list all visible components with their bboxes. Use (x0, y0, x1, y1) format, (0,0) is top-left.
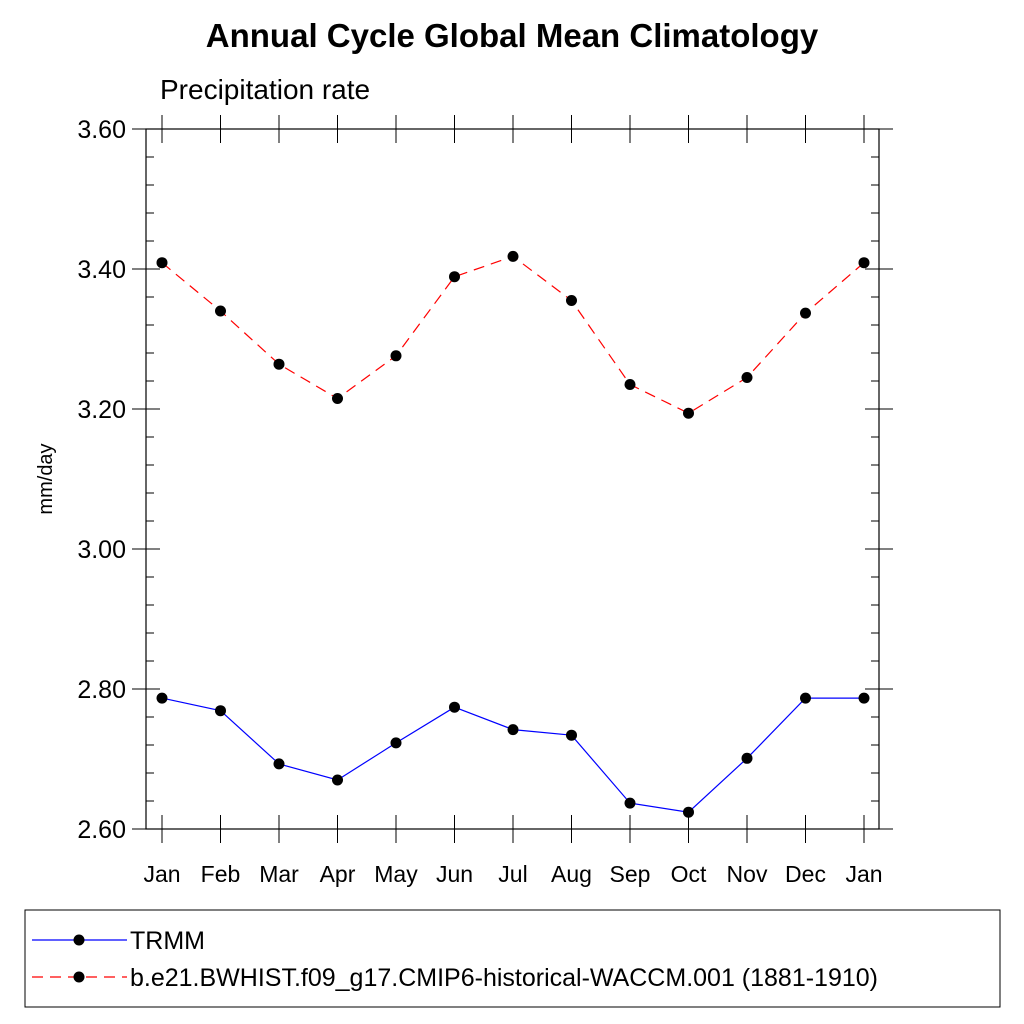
data-point (215, 305, 226, 317)
plot-frame (145, 128, 880, 830)
x-tick-labels: Jan Feb Mar Apr May Jun Jul Aug Sep Oct Nov Dec Jan (143, 861, 882, 887)
data-point (566, 729, 577, 741)
data-point (507, 724, 519, 736)
x-tick-label: Jan (845, 861, 882, 887)
y-tick-label: 3.60 (77, 116, 126, 144)
data-point (507, 250, 519, 262)
x-tick-label: Feb (201, 861, 241, 887)
legend-item-2: b.e21.BWHIST.f09_g17.CMIP6-historical-WA… (32, 964, 878, 992)
x-tick-label: Jan (143, 861, 180, 887)
x-tick-label: Dec (785, 861, 826, 887)
y-tick-labels: 2.60 2.80 3.00 3.20 3.40 3.60 (77, 116, 126, 844)
data-point (273, 358, 285, 370)
data-point (741, 372, 753, 383)
legend-label: b.e21.BWHIST.f09_g17.CMIP6-historical-WA… (130, 964, 878, 992)
data-point (390, 737, 402, 749)
legend-marker (73, 971, 85, 983)
x-tick-label: Mar (259, 861, 299, 887)
data-point (858, 257, 870, 269)
data-point (156, 257, 168, 269)
legend-marker (73, 934, 85, 946)
x-tick-label: May (374, 861, 418, 887)
y-tick-label: 2.80 (77, 676, 126, 704)
data-point (858, 692, 870, 704)
data-point (800, 692, 811, 704)
x-tick-label: Sep (610, 861, 651, 887)
y-tick-label: 2.60 (77, 816, 126, 844)
y-tick-label: 3.20 (77, 396, 126, 424)
legend-label: TRMM (130, 927, 205, 955)
chart-subtitle: Precipitation rate (160, 74, 370, 105)
x-tick-label: Jun (436, 861, 473, 887)
x-tick-label: Jul (498, 861, 527, 887)
x-tick-label: Nov (727, 861, 768, 887)
x-tick-label: Aug (551, 861, 592, 887)
axis-ticks (132, 115, 893, 843)
series-2 (156, 250, 870, 419)
x-tick-label: Apr (320, 861, 356, 887)
series-1 (156, 692, 870, 818)
data-point (156, 692, 168, 704)
x-tick-label: Oct (671, 861, 707, 887)
data-point (332, 774, 343, 786)
legend-items: TRMM b.e21.BWHIST.f09_g17.CMIP6-historica… (32, 927, 878, 992)
chart-title: Annual Cycle Global Mean Climatology (206, 17, 819, 54)
y-tick-label: 3.00 (77, 536, 126, 564)
series-line (161, 697, 864, 813)
data-point (741, 752, 753, 764)
series-layer (156, 250, 870, 818)
data-point (449, 271, 460, 283)
data-point (332, 393, 343, 404)
data-point (449, 701, 460, 713)
series-line (161, 255, 865, 414)
data-point (624, 797, 636, 809)
data-point (215, 705, 226, 717)
data-point (683, 407, 694, 419)
data-point (624, 379, 636, 390)
data-point (566, 295, 577, 306)
y-tick-label: 3.40 (77, 256, 126, 284)
data-point (800, 307, 811, 319)
legend-box (24, 909, 1001, 1008)
data-point (683, 806, 694, 818)
y-axis-label: mm/day (35, 443, 57, 514)
legend-item-1: TRMM (32, 927, 205, 955)
legend: TRMM b.e21.BWHIST.f09_g17.CMIP6-historica… (24, 909, 1001, 1008)
data-point (273, 758, 285, 770)
data-point (390, 350, 402, 362)
